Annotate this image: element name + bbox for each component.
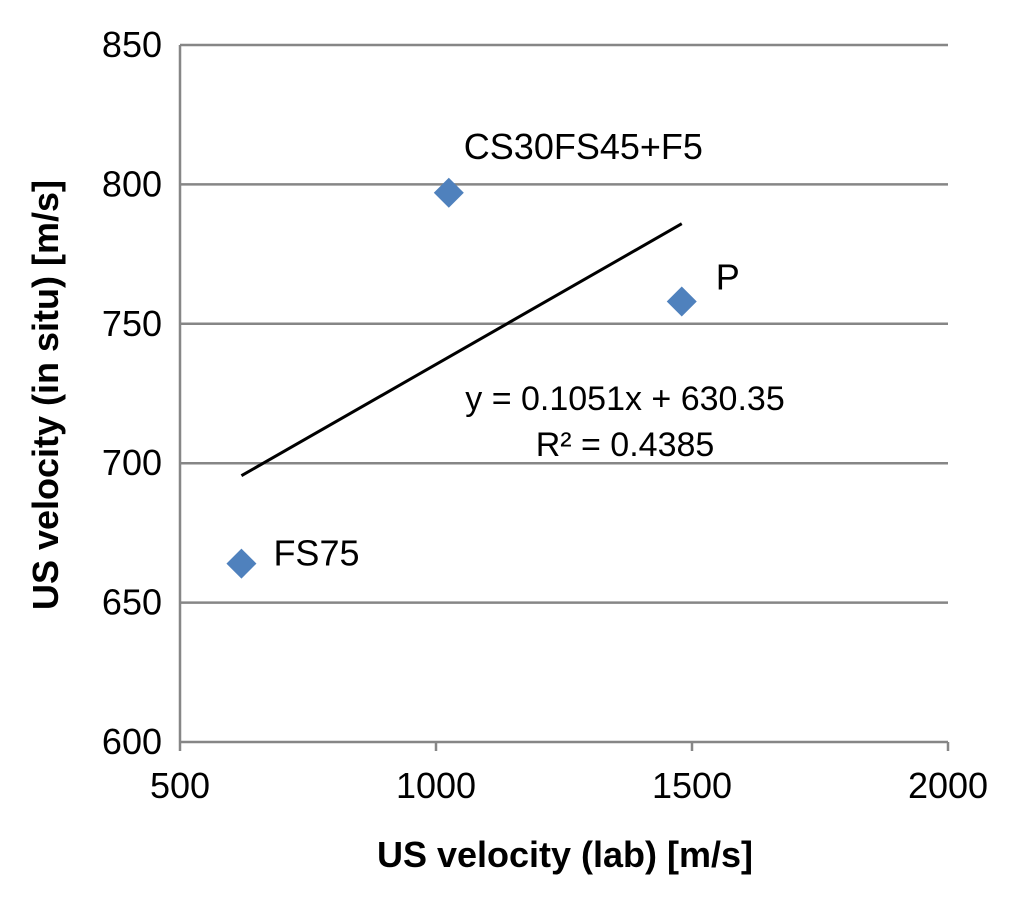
y-axis-title: US velocity (in situ) [m/s]: [25, 180, 66, 610]
y-tick-label-650: 650: [102, 582, 162, 623]
gridlines: [180, 43, 948, 604]
y-tick-label-800: 800: [102, 163, 162, 204]
y-tick-labels: 600 650 700 750 800 850: [102, 24, 162, 762]
axes: [178, 45, 950, 751]
y-tick-label-600: 600: [102, 721, 162, 762]
data-points: [226, 177, 697, 579]
x-tick-label-1500: 1500: [652, 765, 732, 806]
x-tick-label-500: 500: [150, 765, 210, 806]
data-label-cs30fs45-f5: CS30FS45+F5: [464, 126, 703, 167]
x-tick-label-2000: 2000: [908, 765, 988, 806]
data-point-p: [666, 286, 697, 317]
x-tick-label-1000: 1000: [396, 765, 476, 806]
x-axis-title: US velocity (lab) [m/s]: [377, 834, 753, 875]
y-tick-label-750: 750: [102, 303, 162, 344]
y-tick-label-700: 700: [102, 442, 162, 483]
data-label-fs75: FS75: [273, 533, 359, 574]
x-tick-labels: 500 1000 1500 2000: [150, 765, 988, 806]
trendline-equation: y = 0.1051x + 630.35: [465, 380, 784, 418]
point-labels: CS30FS45+F5 P FS75: [273, 126, 739, 574]
data-label-p: P: [716, 256, 740, 297]
y-tick-label-850: 850: [102, 24, 162, 65]
trendline-r2: R² = 0.4385: [536, 426, 715, 464]
data-point-cs30fs45-f5: [433, 177, 464, 208]
trendline: [240, 222, 683, 478]
data-point-fs75: [226, 548, 257, 579]
